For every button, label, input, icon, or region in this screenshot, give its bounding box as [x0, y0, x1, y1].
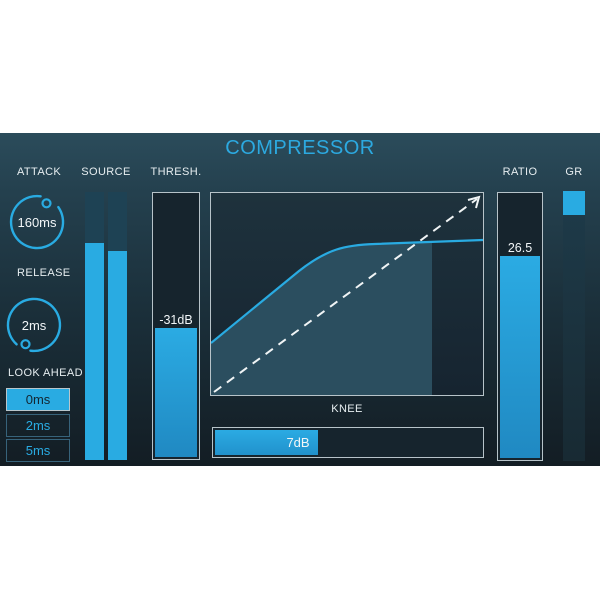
- meter-fill: [108, 250, 127, 460]
- knob-indicator-dot: [41, 198, 52, 209]
- ratio-fill: [500, 256, 540, 458]
- knob-indicator-dot: [20, 339, 31, 350]
- ratio-slider[interactable]: 26.5: [497, 192, 543, 461]
- gr-fill: [563, 191, 585, 216]
- attack-knob[interactable]: 160ms: [7, 192, 67, 252]
- knee-label: KNEE: [331, 403, 363, 415]
- threshold-value: -31dB: [159, 313, 193, 327]
- knee-fill: 7dB: [215, 430, 318, 455]
- threshold-fill: [155, 328, 197, 457]
- meter-fill: [85, 242, 104, 460]
- look-ahead-option-0ms[interactable]: 0ms: [6, 388, 70, 411]
- source-meter-left: [85, 192, 104, 460]
- compressor-panel: COMPRESSOR ATTACK SOURCE THRESH. RATIO G…: [0, 133, 600, 466]
- transfer-curve-svg: [211, 195, 483, 395]
- gain-reduction-meter: [563, 191, 585, 461]
- transfer-curve-graph: [210, 192, 484, 396]
- threshold-label: THRESH.: [150, 166, 202, 178]
- knee-value: 7dB: [286, 435, 310, 450]
- compression-curve: [211, 238, 483, 344]
- source-meter-right: [108, 192, 127, 460]
- knob-ring: [9, 194, 65, 250]
- look-ahead-option-5ms[interactable]: 5ms: [6, 439, 70, 462]
- attack-label: ATTACK: [17, 166, 62, 178]
- threshold-slider[interactable]: -31dB: [152, 192, 200, 460]
- knob-ring: [6, 297, 62, 353]
- gr-label: GR: [565, 166, 583, 178]
- arrow-head-icon: [467, 195, 481, 209]
- release-value: 2ms: [21, 317, 47, 333]
- page-title: COMPRESSOR: [225, 137, 375, 159]
- release-label: RELEASE: [17, 267, 71, 279]
- source-label: SOURCE: [81, 166, 131, 178]
- ratio-label: RATIO: [502, 166, 538, 178]
- look-ahead-label: LOOK AHEAD: [8, 367, 83, 379]
- look-ahead-option-2ms[interactable]: 2ms: [6, 414, 70, 437]
- unity-gain-line: [213, 198, 478, 393]
- knee-slider[interactable]: 7dB: [212, 427, 484, 458]
- curve-shade-area: [211, 242, 432, 395]
- attack-value: 160ms: [17, 214, 57, 230]
- release-knob[interactable]: 2ms: [4, 295, 64, 355]
- ratio-value: 26.5: [507, 241, 533, 256]
